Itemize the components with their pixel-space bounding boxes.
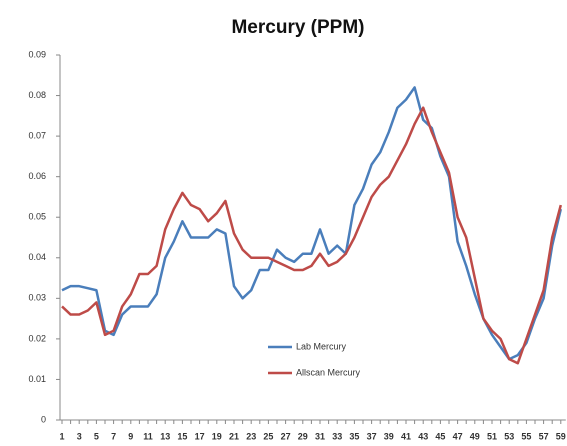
x-tick-label: 27	[281, 431, 291, 441]
y-tick-label: 0.08	[28, 90, 46, 100]
legend-label: Lab Mercury	[296, 341, 347, 351]
x-tick-label: 53	[504, 431, 514, 441]
y-tick-label: 0.02	[28, 333, 46, 343]
x-tick-label: 47	[453, 431, 463, 441]
data-line	[61, 106, 563, 365]
x-tick-label: 9	[128, 431, 133, 441]
x-tick-label: 49	[470, 431, 480, 441]
x-tick-label: 15	[177, 431, 187, 441]
x-tick-label: 5	[94, 431, 99, 441]
x-tick-label: 23	[246, 431, 256, 441]
x-tick-label: 13	[160, 431, 170, 441]
x-tick-label: 19	[212, 431, 222, 441]
y-tick-label: 0.07	[28, 130, 46, 140]
x-tick-label: 35	[349, 431, 359, 441]
legend-label: Allscan Mercury	[296, 367, 361, 377]
y-tick-label: 0.01	[28, 374, 46, 384]
x-tick-label: 33	[332, 431, 342, 441]
x-tick-label: 37	[367, 431, 377, 441]
x-tick-label: 21	[229, 431, 239, 441]
x-tick-label: 25	[263, 431, 273, 441]
x-tick-label: 41	[401, 431, 411, 441]
y-tick-label: 0	[41, 414, 46, 424]
data-line	[61, 86, 563, 361]
x-tick-label: 29	[298, 431, 308, 441]
x-tick-label: 3	[77, 431, 82, 441]
x-tick-label: 7	[111, 431, 116, 441]
y-tick-label: 0.05	[28, 212, 46, 222]
x-tick-label: 39	[384, 431, 394, 441]
x-tick-label: 55	[521, 431, 531, 441]
x-tick-label: 59	[556, 431, 566, 441]
x-tick-label: 1	[59, 431, 64, 441]
y-tick-label: 0.09	[28, 49, 46, 59]
x-tick-label: 57	[539, 431, 549, 441]
chart-title: Mercury (PPM)	[231, 17, 364, 38]
y-tick-label: 0.03	[28, 293, 46, 303]
x-tick-label: 17	[195, 431, 205, 441]
x-tick-label: 11	[143, 431, 153, 441]
x-tick-label: 51	[487, 431, 497, 441]
y-tick-label: 0.06	[28, 171, 46, 181]
x-tick-label: 31	[315, 431, 325, 441]
x-tick-label: 43	[418, 431, 428, 441]
y-tick-label: 0.04	[28, 252, 46, 262]
x-tick-label: 45	[435, 431, 445, 441]
